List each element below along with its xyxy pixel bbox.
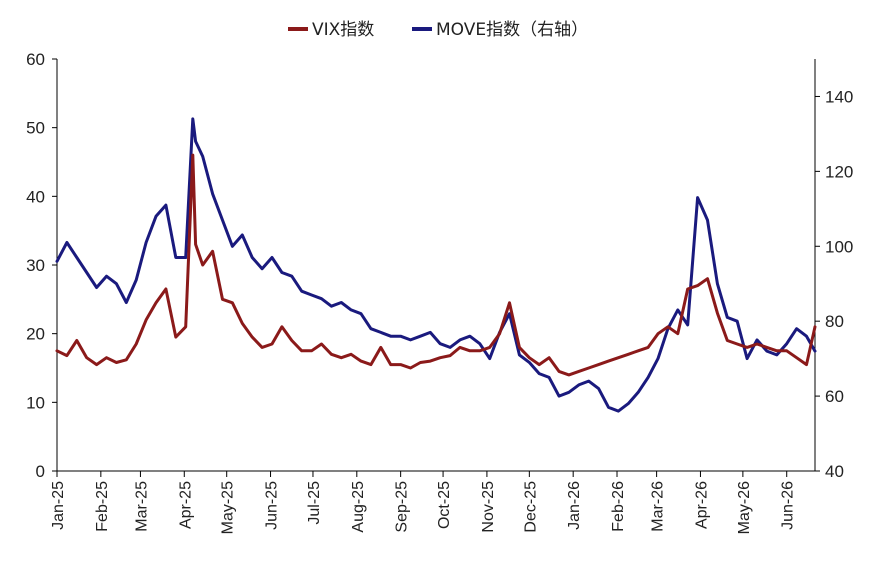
x-tick-label: Jan-26 [566,481,583,530]
x-tick-label: Apr-25 [177,481,194,529]
x-tick-label: Mar-26 [650,481,667,532]
x-tick-label: May-25 [220,481,237,534]
left-tick-label: 40 [26,187,45,206]
x-tick-label: Dec-25 [522,481,539,533]
axes: 0 10 20 30 40 50 60 40 60 80 100 120 140 Jan-25 Feb-25… [26,50,853,534]
right-tick-label: 40 [825,462,844,481]
legend-item-move: MOVE指数（右轴） [412,20,588,40]
right-tick-label: 100 [825,237,853,256]
x-tick-label: Feb-26 [610,481,627,532]
x-tick-label: Apr-26 [693,481,710,529]
legend-label-move: MOVE指数（右轴） [436,20,588,40]
x-tick-label: Sep-25 [394,481,411,533]
right-tick-label: 80 [825,312,844,331]
series-line-vix [55,153,817,377]
x-tick-label: Mar-25 [133,481,150,532]
x-tick-label: Jun-25 [264,481,281,530]
left-tick-label: 50 [26,119,45,138]
x-tick-label: Aug-25 [350,481,367,533]
left-tick-label: 60 [26,50,45,69]
x-tick-label: Nov-25 [480,481,497,533]
x-tick-label: May-26 [736,481,753,534]
legend-label-vix: VIX指数 [312,20,374,40]
x-tick-label: Oct-25 [436,481,453,529]
right-tick-label: 60 [825,387,844,406]
right-tick-label: 120 [825,162,853,181]
x-tick-label: Feb-25 [94,481,111,532]
x-tick-label: Jun-26 [780,481,797,530]
right-tick-label: 140 [825,87,853,106]
series-layer [55,117,817,413]
legend: VIX指数 MOVE指数（右轴） [288,20,588,40]
series-line-move [55,117,817,413]
x-tick-label: Jan-25 [50,481,67,530]
x-tick-label: Jul-25 [306,481,323,525]
left-tick-label: 10 [26,393,45,412]
left-tick-label: 30 [26,256,45,275]
left-tick-label: 0 [36,462,45,481]
legend-item-vix: VIX指数 [288,20,374,40]
left-tick-label: 20 [26,325,45,344]
